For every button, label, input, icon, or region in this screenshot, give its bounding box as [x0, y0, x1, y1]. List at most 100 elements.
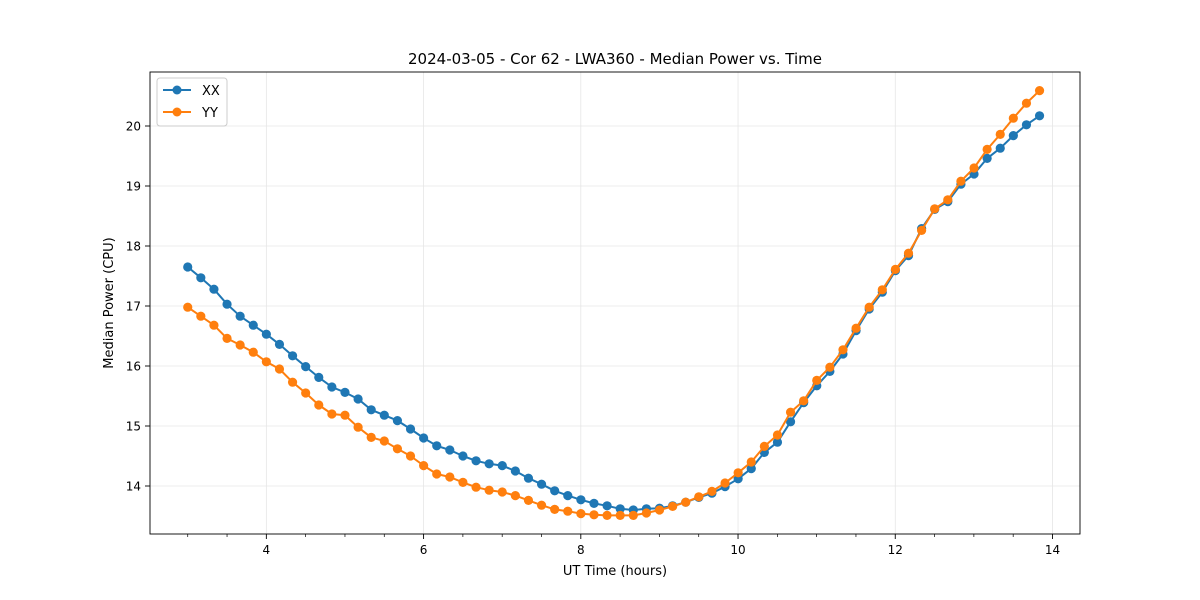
series-xx-point	[615, 504, 625, 514]
chart-title: 2024-03-05 - Cor 62 - LWA360 - Median Po…	[408, 50, 822, 68]
series-xx-point	[183, 262, 193, 272]
series-yy-point	[903, 248, 914, 258]
series-yy-point	[366, 432, 376, 442]
series-xx-point	[235, 311, 245, 321]
series-yy-point	[510, 491, 520, 501]
series-yy-point	[654, 505, 665, 515]
series-yy-point	[327, 409, 337, 419]
series-xx-point	[602, 501, 612, 511]
series-xx-point	[222, 299, 232, 309]
series-yy-point	[497, 487, 507, 497]
series-yy-point	[877, 285, 887, 295]
axis-ticks: 4 6 8 10 12 14 14 15 16 17 18 19 20	[126, 120, 1060, 558]
series-xx-point	[785, 417, 796, 427]
series-yy-point	[917, 225, 927, 235]
series-xx-point	[287, 351, 298, 361]
series-xx-point	[209, 284, 219, 294]
series-xx-point	[536, 479, 547, 489]
series-xx-point	[419, 433, 429, 443]
series-yy-point	[301, 388, 311, 398]
series-yy-point	[628, 510, 638, 520]
x-tick-label: 4	[263, 543, 271, 557]
series-xx-point	[1034, 111, 1045, 121]
series-yy-point	[864, 302, 874, 312]
series-xx-point	[392, 416, 403, 426]
series-yy-point	[995, 129, 1005, 139]
series-yy-point	[681, 497, 691, 507]
series-xx-point	[746, 464, 756, 474]
series-yy-point	[799, 396, 809, 406]
series-yy-point	[615, 510, 625, 520]
series-yy-point	[759, 441, 769, 451]
series-yy-point	[930, 204, 940, 214]
series-yy-point	[851, 323, 861, 333]
series-yy-point	[536, 500, 547, 510]
series-yy	[183, 86, 1045, 520]
series-yy-point	[969, 163, 979, 173]
legend: XX YY	[156, 77, 228, 127]
series-yy-point	[405, 451, 416, 461]
series-yy-point	[550, 504, 560, 514]
series-yy-point	[340, 410, 350, 420]
series-yy-point	[314, 400, 324, 410]
series-xx-point	[445, 445, 455, 455]
y-tick-label: 16	[126, 360, 141, 374]
series-xx-point	[563, 491, 573, 501]
y-tick-label: 19	[126, 180, 141, 194]
series-yy-point	[825, 362, 835, 372]
series-yy-point	[261, 357, 271, 367]
series-yy-point	[733, 468, 743, 478]
series-xx-point	[484, 459, 494, 469]
series-yy-point	[982, 144, 992, 154]
series-yy-point	[392, 444, 403, 454]
series-yy-point	[432, 469, 442, 479]
series-xx-point	[589, 498, 599, 508]
series-xx-point	[497, 461, 507, 471]
y-tick-label: 18	[126, 240, 141, 254]
y-tick-label: 15	[126, 420, 141, 434]
series-yy-point	[353, 422, 363, 432]
series-yy-point	[274, 364, 285, 374]
plot-frame	[149, 71, 1081, 535]
series-xx-point	[772, 437, 783, 447]
legend-xx-marker	[172, 85, 182, 95]
series-xx-point	[1021, 120, 1032, 130]
series-yy-point	[379, 436, 389, 446]
series-xx-point	[405, 424, 416, 434]
series-yy-point	[1034, 86, 1045, 96]
series-xx-point	[550, 486, 560, 496]
y-axis-label: Median Power (CPU)	[102, 237, 117, 368]
y-tick-label: 17	[126, 300, 141, 314]
series-xx-point	[301, 362, 311, 372]
series-xx-point	[432, 441, 442, 451]
series-yy-point	[445, 472, 455, 482]
series-yy-point	[1008, 113, 1018, 123]
series-xx-point	[261, 329, 271, 339]
series-yy-point	[287, 377, 298, 387]
series-yy-point	[956, 176, 966, 186]
series-yy-point	[589, 510, 599, 520]
series-xx-point	[327, 382, 337, 392]
series-yy-point	[720, 478, 730, 488]
series-yy-point	[707, 486, 717, 496]
x-axis-label: UT Time (hours)	[563, 564, 667, 579]
series-yy-point	[772, 430, 783, 440]
legend-xx-label: XX	[202, 84, 220, 99]
series-xx-point	[196, 273, 206, 283]
x-tick-label: 10	[730, 543, 745, 557]
series-yy-point	[196, 311, 206, 321]
series-yy-point	[209, 320, 219, 330]
series-xx-point	[982, 153, 992, 163]
series-yy-point	[248, 347, 258, 357]
series-yy-point	[419, 461, 429, 471]
series-yy-point	[471, 482, 481, 492]
series-xx-point	[510, 466, 520, 476]
series-yy-point	[576, 508, 586, 519]
series-xx-point	[995, 143, 1005, 153]
series-xx-point	[274, 339, 285, 349]
series-yy-point	[812, 375, 822, 385]
series-yy-point	[458, 477, 468, 487]
series-yy-point	[943, 195, 953, 205]
series-xx-point	[379, 410, 389, 420]
series-xx-point	[576, 495, 586, 505]
